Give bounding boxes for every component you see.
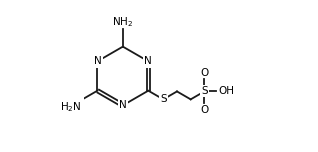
Text: S: S <box>201 86 208 96</box>
Text: S: S <box>160 94 167 104</box>
Text: NH$_2$: NH$_2$ <box>112 15 134 29</box>
Text: N: N <box>144 56 152 66</box>
Text: O: O <box>200 68 209 78</box>
Text: O: O <box>200 105 209 115</box>
Text: OH: OH <box>218 86 234 96</box>
Text: N: N <box>119 100 127 110</box>
Text: H$_2$N: H$_2$N <box>60 100 82 114</box>
Text: N: N <box>93 56 101 66</box>
